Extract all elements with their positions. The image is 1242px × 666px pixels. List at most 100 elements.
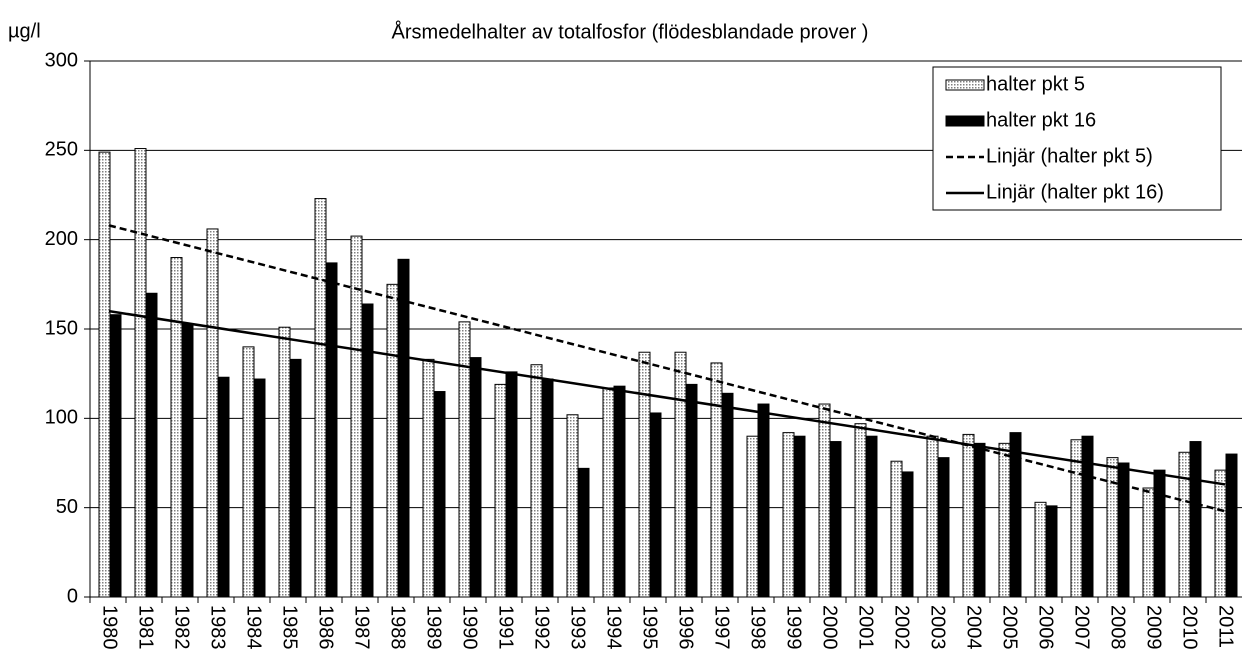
bar [1081, 435, 1094, 598]
x-tick-label: 1997 [711, 605, 733, 650]
bar [757, 403, 770, 598]
bar [1045, 505, 1058, 598]
bar [1153, 469, 1166, 598]
bar [469, 357, 482, 598]
x-tick-label: 1995 [639, 605, 661, 650]
x-tick-label: 2000 [819, 605, 841, 650]
bar [494, 383, 507, 598]
y-tick-label: 300 [45, 49, 78, 71]
bar [829, 441, 842, 598]
y-axis-label: µg/l [8, 20, 41, 42]
bar [818, 403, 831, 598]
bar [710, 362, 723, 598]
legend-label: halter pkt 16 [986, 109, 1096, 131]
x-tick-label: 2005 [999, 605, 1021, 650]
x-tick-label: 1993 [567, 605, 589, 650]
chart-title: Årsmedelhalter av totalfosfor (flödesbla… [392, 20, 869, 43]
x-tick-label: 2004 [963, 605, 985, 650]
bar [242, 346, 255, 598]
bar [530, 364, 543, 598]
bar [397, 258, 410, 598]
x-tick-label: 1999 [783, 605, 805, 650]
bar [325, 262, 338, 598]
bar [217, 376, 230, 598]
bar [1214, 469, 1227, 598]
x-tick-label: 1992 [531, 605, 553, 650]
x-tick-label: 2008 [1107, 605, 1129, 650]
x-tick-label: 2009 [1143, 605, 1165, 650]
y-tick-label: 50 [56, 496, 78, 518]
x-tick-label: 1980 [99, 605, 121, 650]
bar [278, 326, 291, 598]
bar [1034, 501, 1047, 598]
x-tick-label: 1988 [387, 605, 409, 650]
x-tick-label: 2011 [1215, 605, 1237, 648]
bar [746, 435, 759, 598]
bar [926, 435, 939, 598]
bar [685, 383, 698, 598]
bar [134, 148, 147, 598]
bar [541, 378, 554, 598]
bar [793, 435, 806, 598]
x-tick-label: 1991 [495, 605, 517, 650]
bar [109, 314, 122, 598]
bar [577, 467, 590, 598]
bar [865, 435, 878, 598]
x-tick-label: 2003 [927, 605, 949, 650]
x-tick-label: 2007 [1071, 605, 1093, 650]
x-tick-label: 1998 [747, 605, 769, 650]
bar [1070, 439, 1083, 598]
x-tick-label: 1985 [279, 605, 301, 650]
bar [613, 385, 626, 598]
bar [1178, 451, 1191, 598]
bar [361, 303, 374, 598]
x-tick-label: 1982 [171, 605, 193, 650]
y-tick-label: 100 [45, 407, 78, 429]
bar [1142, 487, 1155, 598]
legend-label: Linjär (halter pkt 5) [986, 145, 1153, 167]
x-tick-label: 2010 [1179, 605, 1201, 650]
trend-line [108, 309, 1226, 486]
x-tick-label: 1996 [675, 605, 697, 650]
bar [1117, 462, 1130, 598]
bar [145, 292, 158, 598]
bar [289, 358, 302, 598]
bar [433, 391, 446, 598]
bar [721, 392, 734, 598]
x-tick-label: 2002 [891, 605, 913, 650]
bar [901, 471, 914, 598]
bar [962, 433, 975, 598]
bar [98, 151, 111, 598]
y-tick-label: 150 [45, 317, 78, 339]
x-tick-label: 1983 [207, 605, 229, 650]
x-tick-label: 1984 [243, 605, 265, 650]
x-tick-label: 1990 [459, 605, 481, 650]
x-tick-label: 1986 [315, 605, 337, 650]
bar [649, 412, 662, 598]
bar [566, 414, 579, 598]
trend-line [108, 224, 1226, 513]
bar [1225, 453, 1238, 598]
bar [386, 283, 399, 598]
x-tick-label: 1994 [603, 605, 625, 650]
y-tick-label: 200 [45, 228, 78, 250]
bar [458, 321, 471, 598]
x-tick-label: 1989 [423, 605, 445, 650]
legend-swatch [945, 115, 985, 127]
bar [998, 442, 1011, 598]
y-tick-label: 0 [67, 585, 78, 607]
bar [973, 442, 986, 598]
bar [602, 387, 615, 598]
x-tick-label: 1981 [135, 605, 157, 650]
bar [314, 198, 327, 598]
legend-box [932, 66, 1222, 211]
legend-swatch [945, 79, 985, 91]
bar [170, 257, 183, 598]
bar [1106, 457, 1119, 598]
bar [674, 351, 687, 598]
legend-label: halter pkt 5 [986, 73, 1085, 95]
bar [253, 378, 266, 598]
bar [505, 371, 518, 598]
legend-label: Linjär (halter pkt 16) [986, 181, 1164, 203]
